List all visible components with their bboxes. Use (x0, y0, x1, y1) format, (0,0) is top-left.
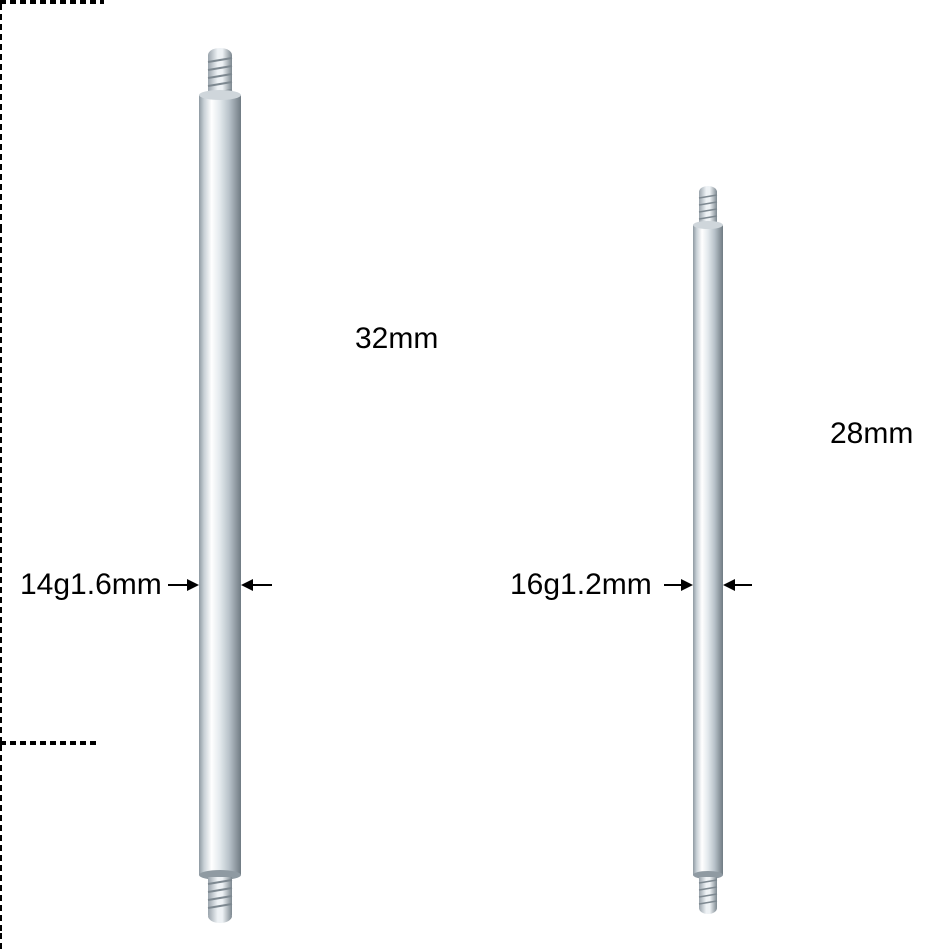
bar2-length-label: 28mm (830, 417, 913, 451)
diagram-canvas: 32mm 14g1.6mm (0, 0, 950, 950)
bar2-gauge-label: 16g1.2mm (510, 568, 652, 602)
